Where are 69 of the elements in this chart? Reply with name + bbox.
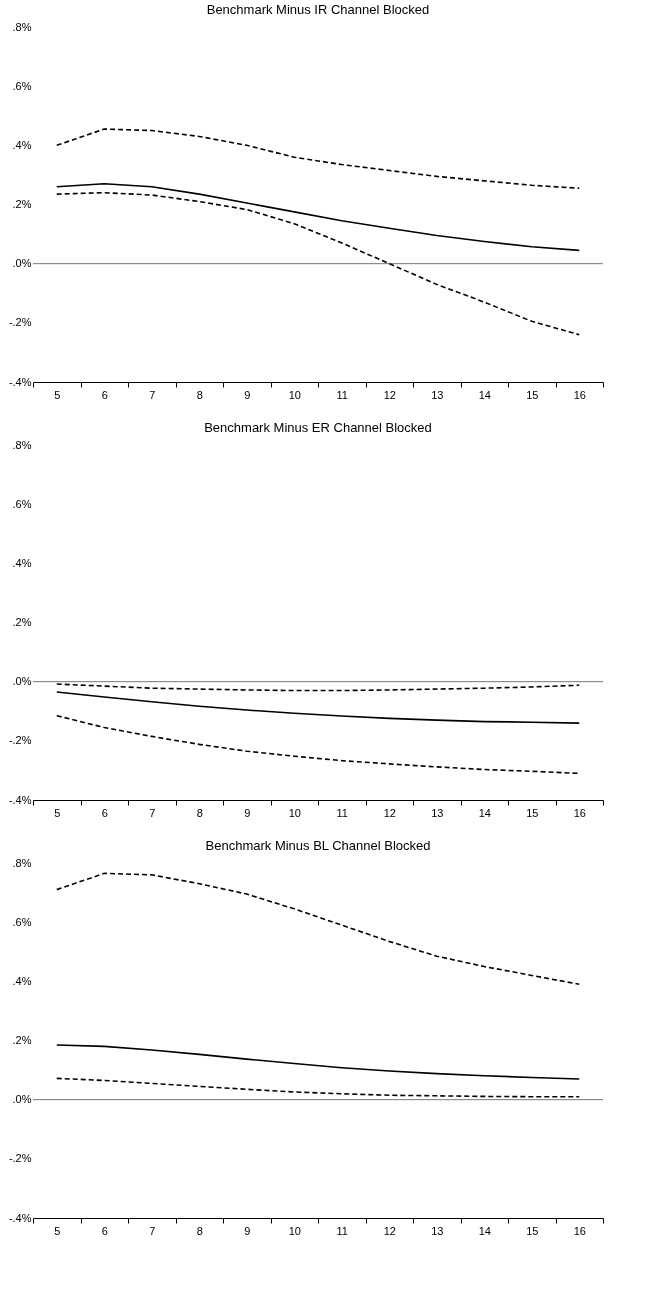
y-tick-label: -.2% xyxy=(8,734,32,747)
x-tick-label: 13 xyxy=(431,1224,444,1237)
y-tick-label: .2% xyxy=(12,198,32,210)
x-tick-label: 6 xyxy=(101,806,108,819)
y-tick-label: -.4% xyxy=(8,793,32,806)
x-tick-label: 9 xyxy=(244,1224,251,1237)
x-tick-label: 7 xyxy=(149,388,156,401)
x-tick-label: 12 xyxy=(383,806,396,819)
line-series xyxy=(55,714,581,775)
x-tick-label: 15 xyxy=(526,1224,539,1237)
x-tick-label: 6 xyxy=(101,1224,108,1237)
y-tick-label: .4% xyxy=(12,138,32,151)
chart-title: Benchmark Minus IR Channel Blocked xyxy=(206,2,430,17)
y-tick-label: .8% xyxy=(12,438,32,451)
x-tick-label: 10 xyxy=(288,1224,301,1237)
line-series xyxy=(55,128,581,190)
line-series xyxy=(55,683,581,692)
y-tick-label: .6% xyxy=(12,497,32,510)
x-tick-label: 15 xyxy=(526,388,539,401)
x-tick-label: 13 xyxy=(431,806,444,819)
line-series xyxy=(55,182,581,252)
y-tick-label: .0% xyxy=(12,675,32,688)
x-tick-label: 12 xyxy=(383,388,396,401)
y-tick-label: .4% xyxy=(12,974,32,987)
line-series xyxy=(55,191,581,336)
x-tick-label: 9 xyxy=(244,806,251,819)
x-tick-label: 8 xyxy=(196,388,203,401)
y-tick-label: .6% xyxy=(12,79,32,92)
x-tick-label: 8 xyxy=(196,1224,203,1237)
x-tick-label: 16 xyxy=(573,388,586,401)
y-tick-label: -.2% xyxy=(8,1152,32,1165)
y-tick-label: .4% xyxy=(12,556,32,569)
chart-title: Benchmark Minus ER Channel Blocked xyxy=(204,420,432,435)
x-tick-label: 7 xyxy=(149,806,156,819)
chart-title: Benchmark Minus BL Channel Blocked xyxy=(205,838,431,853)
x-tick-label: 10 xyxy=(288,388,301,401)
x-tick-label: 10 xyxy=(288,806,301,819)
x-tick-label: 11 xyxy=(336,806,348,819)
x-tick-label: 16 xyxy=(573,1224,586,1237)
y-tick-label: .8% xyxy=(12,856,32,869)
y-tick-label: .2% xyxy=(12,1034,32,1046)
y-tick-label: .8% xyxy=(12,20,32,33)
y-tick-label: .0% xyxy=(12,1093,32,1106)
x-tick-label: 5 xyxy=(54,1224,61,1237)
x-tick-label: 14 xyxy=(478,806,491,819)
y-tick-label: -.4% xyxy=(8,1211,32,1224)
line-series xyxy=(55,691,581,724)
x-tick-label: 11 xyxy=(336,388,348,401)
x-tick-label: 14 xyxy=(478,388,491,401)
x-tick-label: 6 xyxy=(101,388,108,401)
line-series xyxy=(55,872,581,986)
x-tick-label: 11 xyxy=(336,1224,348,1237)
line-series xyxy=(55,1077,581,1098)
x-tick-label: 7 xyxy=(149,1224,156,1237)
x-tick-label: 14 xyxy=(478,1224,491,1237)
x-tick-label: 9 xyxy=(244,388,251,401)
x-tick-label: 5 xyxy=(54,806,61,819)
x-tick-label: 5 xyxy=(54,388,61,401)
x-tick-label: 12 xyxy=(383,1224,396,1237)
y-tick-label: .2% xyxy=(12,616,32,628)
line-series xyxy=(55,1044,581,1080)
x-tick-label: 15 xyxy=(526,806,539,819)
y-tick-label: -.4% xyxy=(8,375,32,388)
x-tick-label: 13 xyxy=(431,388,444,401)
x-tick-label: 16 xyxy=(573,806,586,819)
x-tick-label: 8 xyxy=(196,806,203,819)
y-tick-label: -.2% xyxy=(8,316,32,329)
y-tick-label: .0% xyxy=(12,257,32,270)
y-tick-label: .6% xyxy=(12,915,32,928)
